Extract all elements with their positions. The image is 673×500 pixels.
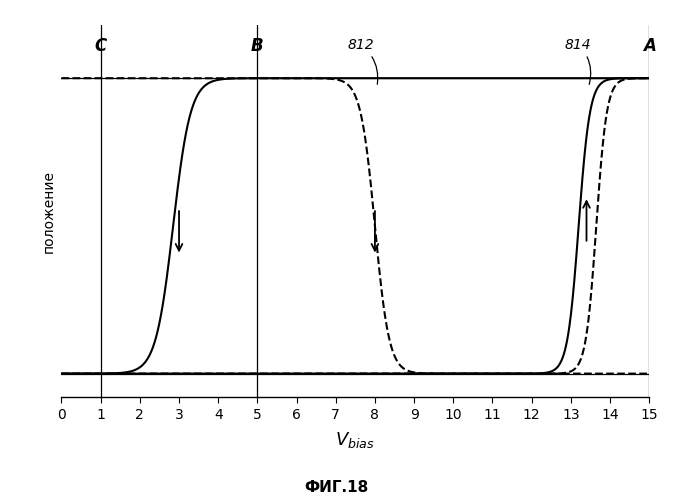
Text: 814: 814: [565, 38, 592, 84]
X-axis label: $\mathit{V}_{bias}$: $\mathit{V}_{bias}$: [335, 430, 376, 450]
Text: ФИГ.18: ФИГ.18: [304, 480, 369, 495]
Text: C: C: [94, 36, 107, 54]
Y-axis label: положение: положение: [42, 170, 56, 252]
Text: B: B: [251, 36, 264, 54]
Text: 812: 812: [347, 38, 378, 84]
Text: A: A: [643, 36, 656, 54]
